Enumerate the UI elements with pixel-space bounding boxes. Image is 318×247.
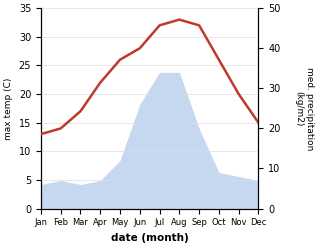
- Y-axis label: max temp (C): max temp (C): [4, 77, 13, 140]
- Y-axis label: med. precipitation
(kg/m2): med. precipitation (kg/m2): [294, 67, 314, 150]
- X-axis label: date (month): date (month): [111, 233, 189, 243]
